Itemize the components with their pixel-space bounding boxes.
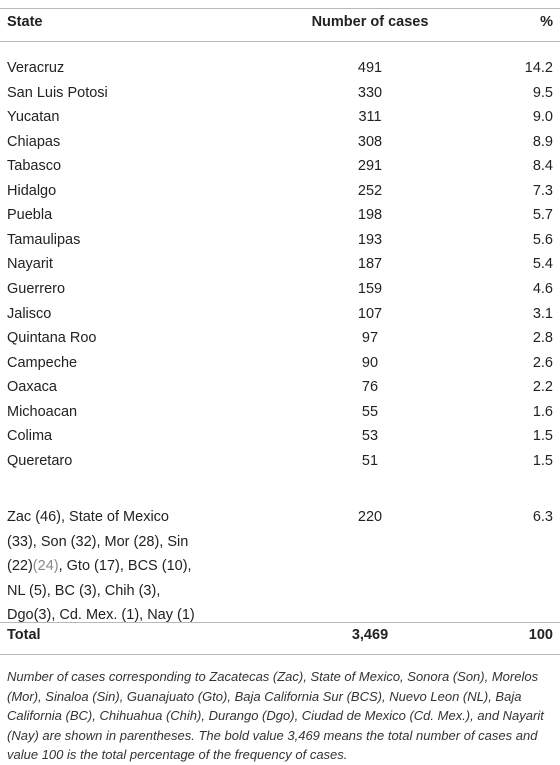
cell-cases: 491 — [357, 60, 383, 76]
cell-state: Jalisco — [7, 305, 52, 322]
others-pct: 6.3 — [532, 509, 553, 525]
table-footnote: Number of cases corresponding to Zacatec… — [7, 669, 544, 762]
cell-cases: 159 — [357, 280, 383, 297]
cell-pct: 8.9 — [532, 133, 553, 150]
total-rule — [0, 622, 560, 623]
cell-cases: 330 — [357, 84, 383, 101]
cell-state: Puebla — [7, 207, 53, 224]
cell-pct: 1.5 — [532, 428, 553, 445]
total-state: Total — [7, 627, 41, 643]
cell-cases: 193 — [357, 231, 383, 248]
others-line: Dgo(3), Cd. Mex. (1), Nay (1) — [7, 607, 195, 623]
others-part: , Gto (17), BCS (10), — [58, 558, 192, 574]
others-line: (33), Son (32), Mor (28), Sin — [7, 533, 189, 550]
cell-state: Queretaro — [7, 452, 73, 469]
cell-pct: 5.6 — [532, 231, 553, 248]
cell-pct: 5.7 — [532, 207, 553, 224]
cell-state: Veracruz — [7, 60, 65, 76]
cell-cases: 252 — [357, 182, 383, 199]
cell-pct: 1.5 — [532, 452, 553, 469]
header-state: State — [7, 14, 43, 30]
cell-pct: 2.2 — [532, 379, 553, 396]
cell-cases: 291 — [357, 158, 383, 175]
cell-pct: 4.6 — [532, 280, 553, 297]
cell-cases: 51 — [361, 452, 379, 469]
cell-pct: 7.3 — [532, 182, 553, 199]
top-rule — [0, 8, 560, 9]
others-line: Zac (46), State of Mexico — [7, 509, 169, 525]
cell-pct: 9.0 — [532, 109, 553, 126]
cell-state: Guerrero — [7, 280, 66, 297]
cell-cases: 198 — [357, 207, 383, 224]
cell-state: Michoacan — [7, 403, 78, 420]
cell-pct: 2.6 — [532, 354, 553, 371]
cell-pct: 3.1 — [532, 305, 553, 322]
header-rule — [0, 41, 560, 42]
cell-pct: 9.5 — [532, 84, 553, 101]
others-part-gray: (24) — [32, 558, 59, 574]
cell-cases: 107 — [357, 305, 383, 322]
cell-state: Colima — [7, 428, 53, 445]
cell-state: Quintana Roo — [7, 330, 97, 347]
cell-cases: 308 — [357, 133, 383, 150]
others-cases: 220 — [357, 509, 383, 525]
cell-state: Yucatan — [7, 109, 60, 126]
total-pct: 100 — [528, 627, 553, 643]
cell-pct: 14.2 — [524, 60, 553, 76]
bottom-rule — [0, 654, 560, 655]
cell-cases: 53 — [361, 428, 379, 445]
header-pct: % — [540, 14, 553, 30]
cell-state: Hidalgo — [7, 182, 57, 199]
cell-cases: 97 — [361, 330, 379, 347]
cell-state: Nayarit — [7, 256, 53, 273]
cell-state: Chiapas — [7, 133, 61, 150]
cell-cases: 90 — [361, 354, 379, 371]
cell-pct: 8.4 — [532, 158, 553, 175]
cell-pct: 1.6 — [532, 403, 553, 420]
cell-state: Campeche — [7, 354, 78, 371]
cell-cases: 187 — [357, 256, 383, 273]
total-cases: 3,469 — [351, 627, 389, 643]
cell-pct: 2.8 — [532, 330, 553, 347]
cell-state: San Luis Potosi — [7, 84, 108, 101]
others-line: NL (5), BC (3), Chih (3), — [7, 582, 161, 599]
cell-cases: 55 — [361, 403, 379, 420]
others-state: Zac (46), State of Mexico (33), Son (32)… — [7, 505, 195, 628]
others-line: (22)(24), Gto (17), BCS (10), — [7, 554, 195, 579]
cell-state: Tamaulipas — [7, 231, 81, 248]
cell-pct: 5.4 — [532, 256, 553, 273]
cell-cases: 76 — [361, 379, 379, 396]
others-part: (22) — [7, 558, 33, 574]
cell-state: Tabasco — [7, 158, 62, 175]
cell-state: Oaxaca — [7, 379, 57, 396]
header-cases: Number of cases — [311, 14, 429, 30]
cell-cases: 311 — [358, 109, 382, 126]
